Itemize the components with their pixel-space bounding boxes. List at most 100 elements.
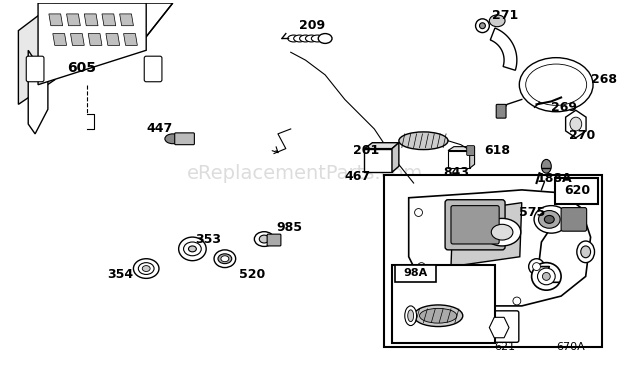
Ellipse shape — [538, 268, 555, 285]
Polygon shape — [565, 110, 586, 138]
Text: 201: 201 — [353, 144, 379, 157]
Ellipse shape — [489, 15, 505, 27]
Ellipse shape — [534, 206, 569, 233]
Text: 271: 271 — [492, 9, 518, 22]
Polygon shape — [143, 3, 173, 40]
Ellipse shape — [414, 305, 463, 326]
Bar — [392, 265, 495, 343]
Polygon shape — [71, 33, 84, 45]
Ellipse shape — [399, 132, 448, 149]
Polygon shape — [88, 33, 102, 45]
Polygon shape — [102, 14, 116, 26]
Text: 268: 268 — [591, 73, 617, 86]
Text: 985: 985 — [276, 221, 302, 234]
Ellipse shape — [254, 232, 274, 247]
Text: 447: 447 — [146, 123, 172, 135]
Polygon shape — [489, 317, 509, 338]
Polygon shape — [84, 14, 98, 26]
Ellipse shape — [299, 35, 311, 42]
Ellipse shape — [165, 134, 180, 144]
Text: 621: 621 — [494, 342, 515, 352]
Ellipse shape — [526, 64, 587, 105]
Polygon shape — [470, 146, 474, 168]
Ellipse shape — [405, 306, 417, 326]
Ellipse shape — [184, 242, 202, 256]
Ellipse shape — [491, 224, 513, 240]
Ellipse shape — [533, 263, 541, 270]
Ellipse shape — [142, 266, 150, 272]
Ellipse shape — [484, 219, 521, 246]
Polygon shape — [392, 143, 399, 172]
Polygon shape — [409, 190, 591, 306]
Ellipse shape — [311, 35, 323, 42]
FancyBboxPatch shape — [496, 105, 506, 118]
Text: 353: 353 — [195, 233, 221, 245]
Text: 467: 467 — [345, 170, 371, 183]
FancyBboxPatch shape — [267, 234, 281, 246]
Ellipse shape — [415, 209, 422, 216]
Text: eReplacementParts.com: eReplacementParts.com — [187, 164, 423, 183]
Text: 670A: 670A — [556, 342, 585, 352]
Polygon shape — [19, 3, 55, 105]
Ellipse shape — [479, 23, 485, 29]
Ellipse shape — [218, 254, 232, 263]
Text: 269: 269 — [551, 101, 577, 114]
Text: 605: 605 — [68, 61, 97, 75]
Ellipse shape — [544, 215, 554, 223]
FancyBboxPatch shape — [451, 206, 499, 244]
Text: 270: 270 — [569, 129, 595, 142]
Polygon shape — [102, 14, 116, 28]
Polygon shape — [30, 3, 173, 80]
Polygon shape — [365, 149, 392, 172]
Text: 575: 575 — [519, 206, 545, 219]
Bar — [384, 175, 603, 347]
Ellipse shape — [288, 35, 299, 42]
Polygon shape — [123, 33, 138, 45]
FancyBboxPatch shape — [445, 200, 505, 250]
Text: 354: 354 — [107, 268, 133, 281]
Polygon shape — [120, 14, 133, 26]
Polygon shape — [490, 28, 517, 70]
Ellipse shape — [294, 35, 306, 42]
Polygon shape — [49, 14, 63, 26]
Polygon shape — [53, 33, 66, 45]
Polygon shape — [365, 143, 399, 149]
Text: 620: 620 — [564, 184, 590, 197]
FancyBboxPatch shape — [555, 178, 598, 204]
Ellipse shape — [417, 263, 425, 270]
FancyBboxPatch shape — [561, 208, 587, 231]
FancyBboxPatch shape — [395, 265, 436, 282]
Text: 188A: 188A — [536, 171, 572, 185]
Ellipse shape — [138, 263, 154, 275]
Polygon shape — [106, 33, 120, 45]
Ellipse shape — [529, 259, 544, 275]
Ellipse shape — [541, 159, 551, 173]
Text: 520: 520 — [239, 268, 265, 281]
FancyBboxPatch shape — [480, 311, 519, 342]
Text: 209: 209 — [299, 19, 325, 32]
Ellipse shape — [581, 246, 591, 258]
Ellipse shape — [570, 117, 582, 131]
FancyBboxPatch shape — [175, 133, 195, 145]
Polygon shape — [38, 3, 146, 85]
Ellipse shape — [513, 297, 521, 305]
Ellipse shape — [214, 250, 236, 268]
Polygon shape — [448, 151, 470, 168]
Ellipse shape — [539, 210, 560, 228]
Ellipse shape — [577, 241, 595, 263]
Polygon shape — [116, 7, 130, 21]
Ellipse shape — [259, 235, 269, 243]
Polygon shape — [66, 14, 81, 26]
Ellipse shape — [542, 272, 551, 280]
Polygon shape — [88, 21, 102, 35]
Polygon shape — [451, 203, 522, 266]
FancyBboxPatch shape — [467, 146, 474, 156]
Text: 843: 843 — [443, 166, 469, 179]
Ellipse shape — [476, 19, 489, 33]
Text: 618: 618 — [484, 144, 510, 157]
Ellipse shape — [531, 263, 561, 290]
Ellipse shape — [221, 256, 229, 262]
Ellipse shape — [133, 259, 159, 278]
FancyBboxPatch shape — [144, 56, 162, 82]
Ellipse shape — [520, 58, 593, 112]
